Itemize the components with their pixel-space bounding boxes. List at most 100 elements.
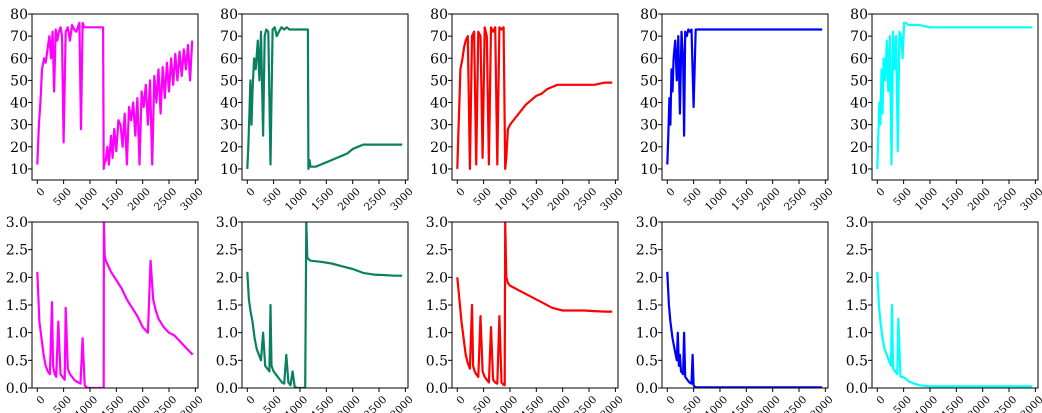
x-tick-label: 1000	[493, 394, 520, 413]
x-tick-label: 0	[664, 394, 677, 407]
y-tick-label: 10	[220, 162, 238, 178]
x-tick-label: 0	[454, 394, 467, 407]
subplot-r2-c1: 0.0 0.5 1.0 1.5 2.0 2.5 3.0 0 500100015002000250…	[6, 215, 206, 413]
x-tick-label: 2000	[126, 394, 153, 413]
x-tick-label: 1000	[913, 186, 940, 213]
y-tick-label: 1.0	[6, 326, 28, 342]
y-tick-label: 30	[10, 118, 28, 134]
plot-frame	[451, 13, 619, 181]
y-tick-label: 1.5	[6, 298, 28, 314]
x-tick-label: 2000	[756, 394, 783, 413]
y-tick-label: 0.5	[846, 353, 868, 369]
subplot-r2-c4: 0.0 0.5 1.0 1.5 2.0 2.5 3.0 0 500100015002000250…	[636, 215, 836, 413]
x-tick-label: 3000	[808, 186, 835, 213]
y-tick-label: 2.0	[6, 270, 28, 286]
x-tick-label: 1000	[703, 186, 730, 213]
x-tick-label: 500	[681, 186, 704, 209]
x-tick-label: 2000	[756, 186, 783, 213]
series-line	[246, 26, 403, 170]
x-tick-label: 2500	[782, 394, 809, 413]
x-tick-label: 1500	[309, 394, 336, 413]
x-tick-label: 2000	[546, 394, 573, 413]
y-tick-label: 60	[850, 51, 868, 67]
x-tick-label: 500	[681, 394, 704, 413]
y-tick-label: 30	[430, 118, 448, 134]
series-line	[666, 28, 823, 165]
x-tick-label: 1500	[309, 186, 336, 213]
y-tick-label: 2.5	[6, 243, 28, 259]
series-line	[876, 271, 1033, 388]
plot-frame	[661, 221, 829, 389]
plot-frame	[31, 13, 199, 181]
x-tick-label: 500	[471, 186, 494, 209]
y-tick-label: 70	[220, 29, 238, 45]
series-line	[876, 21, 1033, 169]
x-tick-label: 1000	[913, 394, 940, 413]
x-tick-label: 3000	[178, 186, 205, 213]
series-line	[456, 222, 613, 387]
y-tick-label: 0.0	[636, 381, 658, 397]
x-tick-label: 2500	[992, 186, 1019, 213]
x-tick-label: 0	[244, 186, 257, 199]
x-tick-label: 1500	[939, 186, 966, 213]
series-line	[36, 21, 194, 170]
y-tick-label: 70	[850, 29, 868, 45]
y-tick-label: 30	[220, 118, 238, 134]
x-tick-label: 0	[34, 186, 47, 199]
x-tick-label: 500	[891, 186, 914, 209]
x-tick-label: 1000	[73, 394, 100, 413]
x-tick-label: 1500	[939, 394, 966, 413]
y-tick-label: 40	[850, 96, 868, 112]
x-tick-label: 0	[454, 186, 467, 199]
x-tick-label: 3000	[808, 394, 835, 413]
y-tick-label: 2.5	[636, 243, 658, 259]
x-tick-label: 3000	[388, 186, 415, 213]
x-tick-label: 500	[471, 394, 494, 413]
x-tick-label: 2500	[572, 394, 599, 413]
x-tick-label: 1500	[99, 394, 126, 413]
x-tick-label: 500	[891, 394, 914, 413]
y-tick-label: 1.0	[426, 326, 448, 342]
plot-frame	[871, 13, 1039, 181]
y-tick-label: 70	[10, 29, 28, 45]
y-tick-label: 0.0	[216, 381, 238, 397]
y-tick-label: 0.5	[636, 353, 658, 369]
x-tick-label: 2000	[966, 186, 993, 213]
x-tick-label: 2500	[152, 394, 179, 413]
x-tick-label: 3000	[1018, 186, 1042, 213]
x-tick-label: 1000	[73, 186, 100, 213]
y-tick-label: 0.5	[6, 353, 28, 369]
series-line	[666, 271, 823, 388]
x-tick-label: 2000	[336, 394, 363, 413]
x-tick-label: 2500	[362, 186, 389, 213]
x-tick-label: 0	[874, 186, 887, 199]
y-tick-label: 0.0	[426, 381, 448, 397]
y-tick-label: 3.0	[426, 215, 448, 231]
y-tick-label: 3.0	[846, 215, 868, 231]
y-tick-label: 3.0	[216, 215, 238, 231]
x-tick-label: 3000	[598, 186, 625, 213]
y-tick-label: 10	[430, 162, 448, 178]
plot-frame	[241, 13, 409, 181]
y-tick-label: 2.5	[426, 243, 448, 259]
y-tick-label: 1.0	[216, 326, 238, 342]
y-tick-label: 40	[10, 96, 28, 112]
y-tick-label: 20	[430, 140, 448, 156]
y-tick-label: 70	[640, 29, 658, 45]
y-tick-label: 2.0	[216, 270, 238, 286]
x-tick-label: 2000	[336, 186, 363, 213]
x-tick-label: 3000	[388, 394, 415, 413]
x-tick-label: 1500	[519, 186, 546, 213]
plot-frame	[241, 221, 409, 389]
y-tick-label: 50	[430, 73, 448, 89]
y-tick-label: 3.0	[6, 215, 28, 231]
x-tick-label: 1500	[519, 394, 546, 413]
y-tick-label: 70	[430, 29, 448, 45]
x-tick-label: 3000	[178, 394, 205, 413]
y-tick-label: 50	[850, 73, 868, 89]
